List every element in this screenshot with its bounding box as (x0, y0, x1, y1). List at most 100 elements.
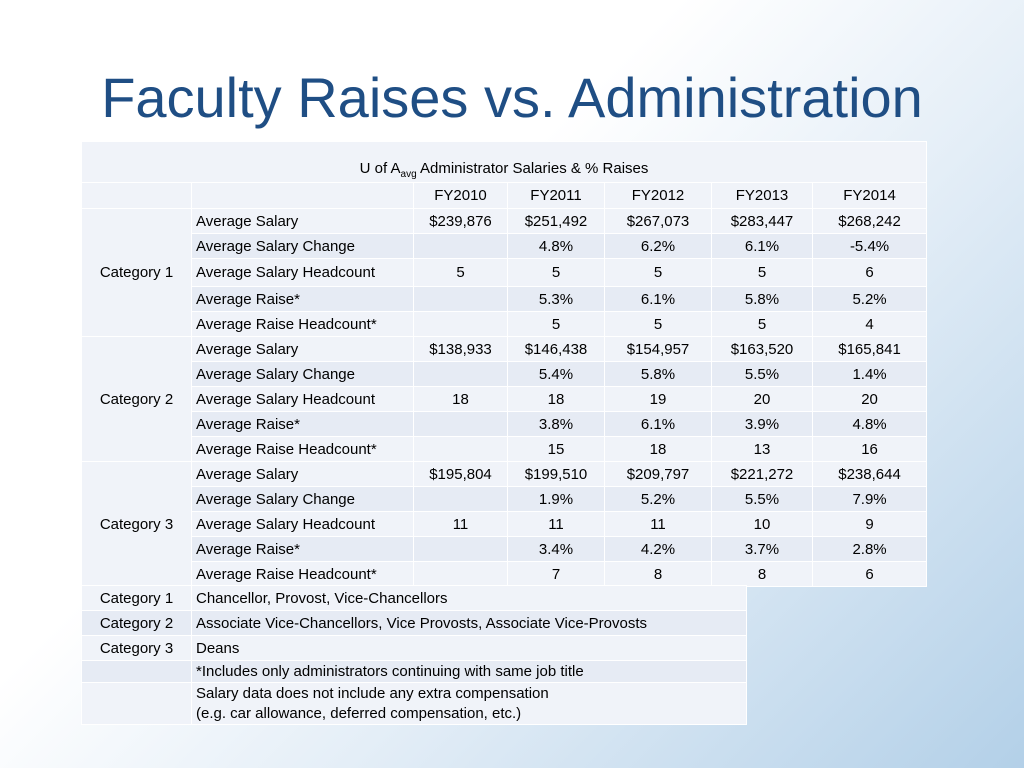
data-cell: 5.3% (507, 286, 605, 312)
data-cell: 8 (604, 561, 712, 587)
data-cell: 5 (507, 258, 605, 287)
data-cell: 20 (811, 386, 928, 412)
data-cell: 4 (811, 311, 928, 337)
legend-category: Category 2 (81, 610, 192, 636)
data-cell: 20 (711, 386, 813, 412)
data-cell: 5 (413, 258, 508, 287)
data-cell: $238,644 (811, 461, 928, 487)
data-cell: 6 (811, 561, 928, 587)
data-cell: $199,510 (507, 461, 605, 487)
data-cell: 5 (507, 311, 605, 337)
data-cell: 6.1% (711, 233, 813, 259)
salary-note-line-1: Salary data does not include any extra c… (196, 684, 549, 702)
row-label: Average Raise* (191, 536, 414, 562)
data-cell: 11 (507, 511, 605, 537)
data-cell: 7 (507, 561, 605, 587)
data-cell: 11 (604, 511, 712, 537)
data-cell: 7.9% (811, 486, 928, 512)
data-cell: 5.4% (507, 361, 605, 387)
data-cell: 9 (811, 511, 928, 537)
table-row: Category 3 Average Salary $195,804 $199,510… (81, 461, 928, 587)
data-cell: 5.2% (604, 486, 712, 512)
corner-cell (81, 182, 192, 209)
row-label: Average Raise* (191, 286, 414, 312)
data-cell: 1.9% (507, 486, 605, 512)
data-cell: 6.2% (604, 233, 712, 259)
data-cell: 4.2% (604, 536, 712, 562)
data-cell: 5 (711, 258, 813, 287)
data-cell: 11 (413, 511, 508, 537)
data-cell (413, 486, 508, 512)
legend-text: *Includes only administrators continuing… (191, 660, 747, 683)
data-cell: 3.7% (711, 536, 813, 562)
data-cell: $163,520 (711, 336, 813, 362)
data-cell: 18 (604, 436, 712, 462)
data-cell: 4.8% (811, 411, 928, 437)
data-cell: 5.8% (711, 286, 813, 312)
table-row: Average Raise Headcount* 7 8 8 6 (82, 561, 928, 587)
data-cell: 3.4% (507, 536, 605, 562)
row-label: Average Raise Headcount* (191, 561, 414, 587)
data-cell: 3.8% (507, 411, 605, 437)
salary-note: Salary data does not include any extra c… (191, 682, 747, 725)
year-header: FY2012 (604, 182, 712, 209)
salary-table-body: U of Aavg Administrator Salaries & % Rai… (80, 141, 928, 587)
table-row: Average Salary Change 5.4% 5.8% 5.5% 1.4% (82, 361, 928, 387)
legend-row: Category 3 Deans (81, 635, 747, 661)
row-label: Average Salary Headcount (191, 258, 414, 287)
row-label: Average Salary (191, 461, 414, 487)
caption-prefix: U of A (359, 160, 401, 177)
data-cell: 2.8% (811, 536, 928, 562)
legend-table-body: Category 1 Chancellor, Provost, Vice-Chan… (81, 585, 747, 725)
legend-category (81, 660, 192, 683)
row-label: Average Salary Change (191, 361, 414, 387)
caption-suffix: Administrator Salaries & % Raises (416, 160, 649, 177)
data-cell: $165,841 (811, 336, 928, 362)
data-cell: 15 (507, 436, 605, 462)
data-cell: 18 (507, 386, 605, 412)
data-cell: 3.9% (711, 411, 813, 437)
table-row: Average Raise Headcount* 5 5 5 4 (82, 311, 928, 337)
slide-title: Faculty Raises vs. Administration (101, 66, 923, 129)
data-cell: 5 (604, 311, 712, 337)
data-cell (413, 536, 508, 562)
data-cell: 6.1% (604, 286, 712, 312)
year-header: FY2010 (413, 182, 508, 209)
data-cell: 5.5% (711, 486, 813, 512)
legend-category: Category 1 (81, 585, 192, 611)
data-cell (413, 411, 508, 437)
salary-note-line-2: (e.g. car allowance, deferred compensati… (196, 704, 522, 722)
legend-category: Category 3 (81, 635, 192, 661)
year-header: FY2013 (711, 182, 813, 209)
data-cell: -5.4% (811, 233, 928, 259)
data-cell: 5.2% (811, 286, 928, 312)
table-row: Average Salary Headcount 18 18 19 20 20 (82, 386, 928, 412)
data-cell: $239,876 (413, 208, 508, 234)
legend-category (81, 682, 192, 725)
table-row: Average Salary Change 4.8% 6.2% 6.1% -5.4% (82, 233, 928, 259)
category-label: Category 1 (81, 208, 192, 337)
table-caption-row: U of Aavg Administrator Salaries & % Rai… (80, 141, 928, 183)
data-cell (413, 561, 508, 587)
data-cell: 10 (711, 511, 813, 537)
table-row: Category 1 Average Salary $239,876 $251,492… (81, 208, 928, 337)
category-label: Category 3 (81, 461, 192, 587)
data-cell: 6 (811, 258, 928, 287)
data-cell (413, 361, 508, 387)
row-label: Average Salary Headcount (191, 511, 414, 537)
data-cell: 5.8% (604, 361, 712, 387)
row-label: Average Salary Change (191, 233, 414, 259)
salary-table: U of Aavg Administrator Salaries & % Rai… (80, 141, 928, 587)
legend-row: *Includes only administrators continuing… (81, 660, 747, 683)
row-label: Average Raise Headcount* (191, 436, 414, 462)
data-cell (413, 286, 508, 312)
data-cell: 5.5% (711, 361, 813, 387)
table-row: Average Raise* 3.4% 4.2% 3.7% 2.8% (82, 536, 928, 562)
data-cell: $283,447 (711, 208, 813, 234)
data-cell: $251,492 (507, 208, 605, 234)
data-cell: $221,272 (711, 461, 813, 487)
data-cell: $267,073 (604, 208, 712, 234)
table-row: Average Salary Headcount 5 5 5 5 6 (82, 258, 928, 287)
data-cell: $209,797 (604, 461, 712, 487)
table-caption: U of Aavg Administrator Salaries & % Rai… (80, 141, 928, 183)
